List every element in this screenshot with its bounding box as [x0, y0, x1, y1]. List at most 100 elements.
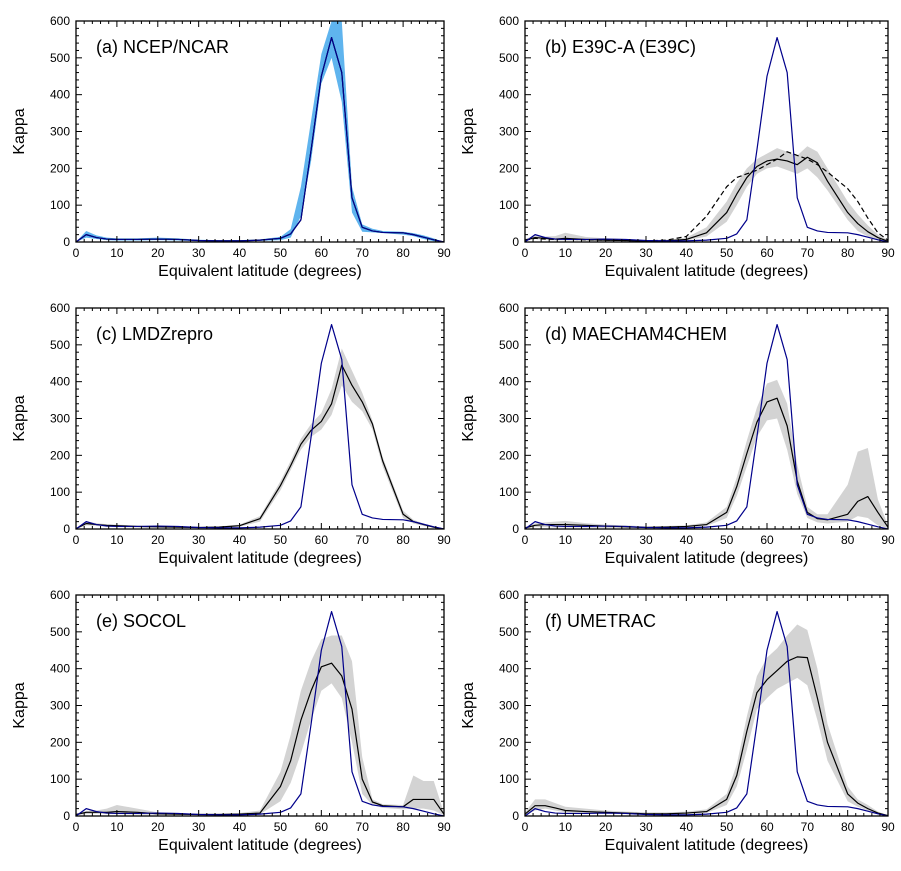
- y-tick-label: 600: [499, 14, 519, 28]
- x-tick-label: 10: [559, 820, 573, 834]
- y-tick-label: 0: [512, 522, 519, 536]
- y-tick-label: 200: [499, 448, 519, 462]
- x-tick-label: 40: [680, 533, 694, 547]
- plot-area: [76, 323, 444, 529]
- y-tick-label: 100: [499, 772, 519, 786]
- y-tick-label: 100: [50, 772, 70, 786]
- spread-band: [525, 379, 888, 529]
- series-line-2: [76, 36, 444, 242]
- y-tick-label: 300: [50, 699, 70, 713]
- x-tick-label: 30: [639, 820, 653, 834]
- y-tick-label: 500: [499, 625, 519, 639]
- x-tick-label: 40: [680, 820, 694, 834]
- series-line-2: [76, 323, 444, 529]
- y-tick-label: 600: [50, 301, 70, 315]
- x-tick-label: 10: [110, 246, 124, 260]
- y-tick-label: 400: [499, 88, 519, 102]
- plot-area: [76, 21, 444, 242]
- series-line-2: [525, 323, 888, 529]
- plot-area: [525, 610, 888, 816]
- y-tick-label: 200: [50, 448, 70, 462]
- x-tick-label: 20: [151, 246, 165, 260]
- y-tick-label: 400: [499, 375, 519, 389]
- x-axis-title: Equivalent latitude (degrees): [158, 263, 362, 280]
- y-tick-label: 400: [50, 662, 70, 676]
- x-tick-label: 40: [233, 820, 247, 834]
- x-tick-label: 90: [881, 246, 895, 260]
- panel-title: (f) UMETRAC: [545, 611, 656, 631]
- y-tick-label: 300: [499, 699, 519, 713]
- y-tick-label: 0: [63, 522, 70, 536]
- y-tick-label: 600: [499, 588, 519, 602]
- spread-band: [525, 624, 888, 816]
- chart-panel-2: 0 10 20 30 40 50 60 70 80 90 0 100 200 300 400 500 600 Eq…: [460, 14, 895, 280]
- plot-area: [525, 323, 888, 529]
- x-tick-label: 60: [760, 533, 774, 547]
- y-axis-title: Kappa: [11, 108, 28, 154]
- x-axis-title: Equivalent latitude (degrees): [605, 263, 809, 280]
- x-tick-label: 60: [315, 533, 329, 547]
- x-tick-label: 70: [356, 533, 370, 547]
- series-line-1: [76, 36, 444, 242]
- x-tick-label: 60: [315, 820, 329, 834]
- x-axis-title: Equivalent latitude (degrees): [158, 837, 362, 854]
- x-tick-label: 0: [522, 533, 529, 547]
- y-tick-label: 300: [50, 412, 70, 426]
- y-tick-label: 400: [50, 375, 70, 389]
- x-tick-label: 40: [233, 533, 247, 547]
- x-tick-label: 50: [274, 533, 288, 547]
- series-line-2: [76, 610, 444, 816]
- chart-panel-4: 0 10 20 30 40 50 60 70 80 90 0 100 200 300 400 500 600 Eq…: [460, 301, 895, 567]
- series-line-1: [525, 397, 888, 529]
- x-axis-title: Equivalent latitude (degrees): [605, 837, 809, 854]
- x-tick-label: 20: [599, 820, 613, 834]
- y-tick-label: 400: [50, 88, 70, 102]
- y-tick-label: 100: [499, 485, 519, 499]
- x-tick-label: 80: [396, 820, 410, 834]
- x-tick-label: 70: [801, 246, 815, 260]
- x-tick-label: 80: [841, 246, 855, 260]
- x-tick-label: 10: [110, 820, 124, 834]
- x-tick-label: 90: [437, 820, 451, 834]
- y-axis-title: Kappa: [11, 395, 28, 441]
- x-tick-label: 10: [110, 533, 124, 547]
- plot-area: [76, 610, 444, 816]
- y-tick-label: 100: [50, 198, 70, 212]
- y-tick-label: 300: [499, 412, 519, 426]
- series-line-3: [525, 36, 888, 242]
- series-line-1: [76, 364, 444, 529]
- x-tick-label: 90: [881, 820, 895, 834]
- y-axis-title: Kappa: [11, 682, 28, 728]
- x-tick-label: 80: [396, 246, 410, 260]
- x-tick-label: 20: [599, 246, 613, 260]
- x-axis-title: Equivalent latitude (degrees): [605, 550, 809, 567]
- y-tick-label: 200: [50, 161, 70, 175]
- spread-band: [76, 635, 444, 816]
- x-tick-label: 90: [881, 533, 895, 547]
- x-tick-label: 20: [599, 533, 613, 547]
- x-tick-label: 60: [760, 820, 774, 834]
- series-line-1: [525, 656, 888, 816]
- x-tick-label: 70: [356, 820, 370, 834]
- x-tick-label: 60: [315, 246, 329, 260]
- chart-panel-6: 0 10 20 30 40 50 60 70 80 90 0 100 200 300 400 500 600 Eq…: [460, 588, 895, 854]
- y-tick-label: 600: [499, 301, 519, 315]
- x-tick-label: 60: [760, 246, 774, 260]
- x-tick-label: 30: [192, 246, 206, 260]
- panel-title: (d) MAECHAM4CHEM: [545, 324, 727, 344]
- chart-panel-3: 0 10 20 30 40 50 60 70 80 90 0 100 200 300 400 500 600 Eq…: [11, 301, 451, 567]
- x-tick-label: 50: [274, 820, 288, 834]
- y-tick-label: 100: [499, 198, 519, 212]
- x-tick-label: 80: [396, 533, 410, 547]
- y-tick-label: 200: [50, 735, 70, 749]
- series-line-1: [76, 662, 444, 816]
- y-tick-label: 0: [63, 235, 70, 249]
- x-tick-label: 30: [192, 533, 206, 547]
- y-tick-label: 300: [50, 125, 70, 139]
- panel-title: (a) NCEP/NCAR: [96, 37, 229, 57]
- x-tick-label: 40: [680, 246, 694, 260]
- x-tick-label: 0: [522, 246, 529, 260]
- x-tick-label: 0: [73, 533, 80, 547]
- y-tick-label: 500: [50, 625, 70, 639]
- x-tick-label: 30: [639, 533, 653, 547]
